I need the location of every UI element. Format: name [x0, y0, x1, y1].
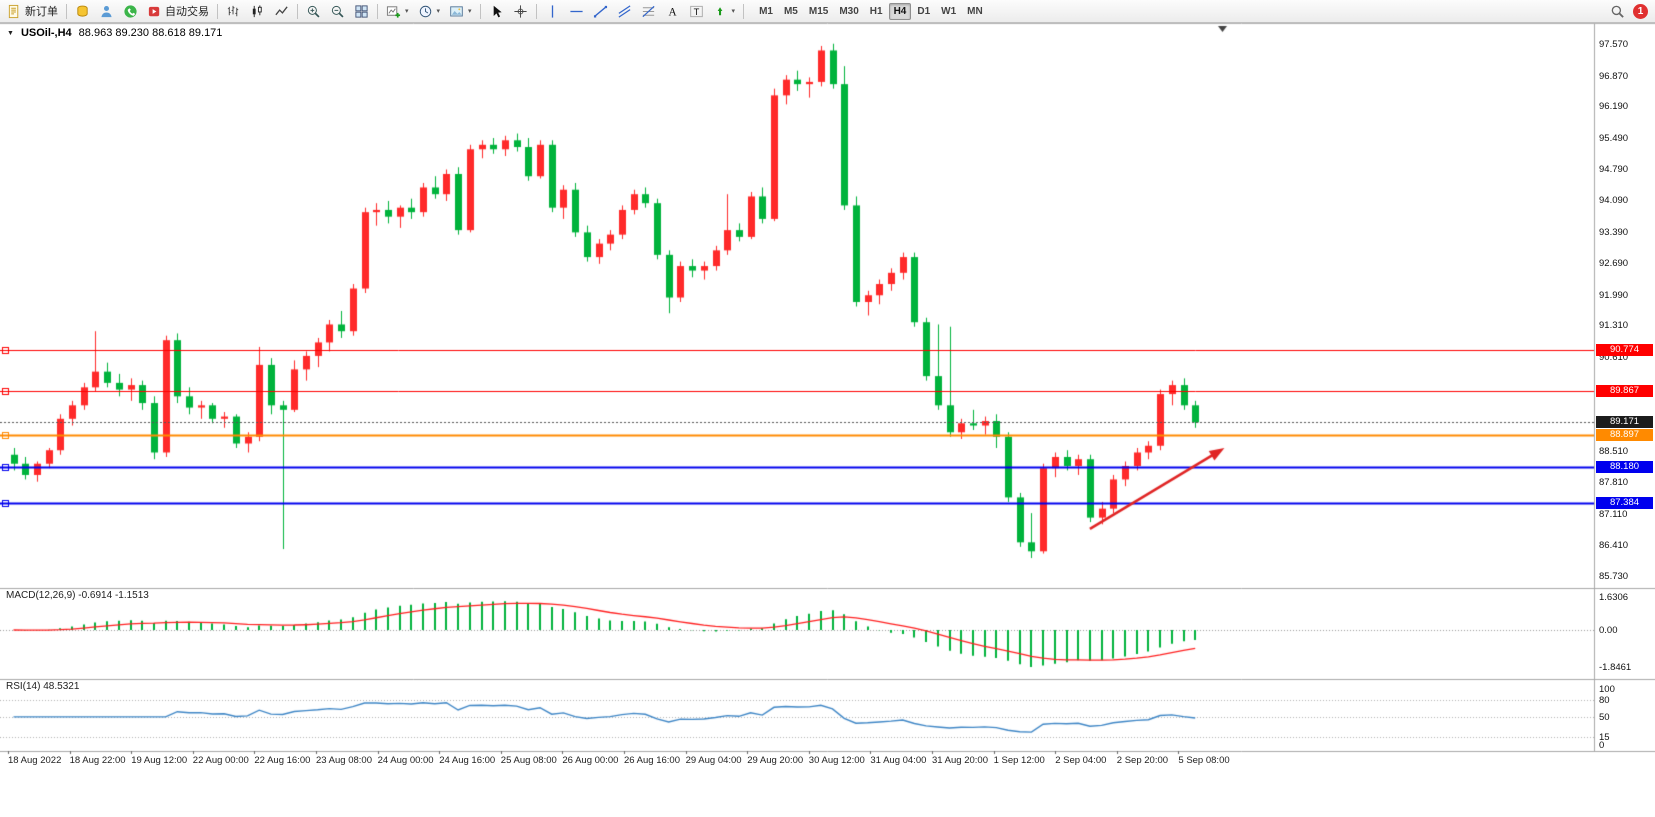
chevron-down-icon: ▾ [731, 8, 736, 15]
toolbar-separator [743, 3, 745, 19]
new-order-icon [8, 4, 19, 18]
text-button[interactable]: A [661, 2, 684, 21]
coins-button[interactable] [71, 2, 94, 21]
zoom-in-icon [307, 5, 320, 18]
timeframe-h1-button[interactable]: H1 [865, 3, 888, 20]
collapse-triangle-icon[interactable]: ▼ [7, 30, 14, 37]
template-button[interactable]: ▾ [445, 2, 476, 21]
timeframe-m15-button[interactable]: M15 [804, 3, 833, 20]
new-order-label: 新订单 [25, 6, 58, 18]
autotrading-button[interactable]: 自动交易 [143, 2, 213, 21]
macd-indicator-label: MACD(12,26,9) -0.6914 -1.1513 [6, 590, 149, 601]
autotrading-icon [148, 6, 160, 16]
candlestick-chart-icon [252, 4, 262, 17]
vertical-line-icon [551, 4, 553, 18]
fibonacci-retracement-icon [642, 5, 655, 17]
toolbar-separator [377, 3, 378, 19]
autotrading-label: 自动交易 [165, 6, 209, 18]
text-label-button[interactable]: T [685, 2, 708, 21]
cursor-icon [493, 5, 502, 17]
clock-icon [419, 5, 431, 17]
bar-chart-button[interactable] [222, 2, 245, 21]
timeframe-mn-button[interactable]: MN [962, 3, 988, 20]
timeframe-h4-button[interactable]: H4 [888, 2, 912, 20]
notification-badge[interactable]: 1 [1633, 3, 1648, 19]
horizontal-line-button[interactable] [565, 2, 588, 21]
crosshair-button[interactable] [509, 2, 532, 21]
text-a-icon: A [668, 6, 677, 18]
zoom-in-button[interactable] [302, 2, 325, 21]
line-chart-button[interactable] [270, 2, 293, 21]
phone-icon [124, 4, 137, 18]
timeframe-d1-button[interactable]: D1 [912, 3, 935, 20]
user-icon [101, 5, 112, 17]
new-chart-icon [386, 5, 401, 18]
chart-symbol-period: USOil-,H4 [20, 27, 72, 39]
arrows-icon [717, 6, 722, 15]
toolbar-separator [66, 3, 67, 19]
svg-text:T: T [693, 6, 699, 16]
timeframe-m5-button[interactable]: M5 [779, 3, 803, 20]
horizontal-line-icon [569, 10, 583, 12]
toolbar-separator [479, 3, 481, 19]
line-chart-icon [275, 5, 288, 15]
svg-text:A: A [668, 6, 677, 18]
chart-header: ▼ USOil-,H4 88.963 89.230 88.618 89.171 [7, 27, 222, 39]
toolbar-right-group: 1 [1606, 2, 1652, 21]
candlestick-chart-button[interactable] [246, 2, 269, 21]
text-label-t-icon: T [689, 5, 703, 17]
fibonacci-button[interactable] [637, 2, 660, 21]
crosshair-icon [513, 4, 527, 18]
toolbar: 新订单 自动交易 ▾ ▾ ▾ [0, 0, 1655, 23]
channel-button[interactable] [613, 2, 636, 21]
chevron-down-icon: ▾ [405, 8, 409, 15]
timeframe-m1-button[interactable]: M1 [754, 3, 778, 20]
contact-button[interactable] [119, 2, 142, 21]
rsi-indicator-label: RSI(14) 48.5321 [6, 681, 80, 692]
profile-button[interactable] [95, 2, 118, 21]
equidistant-channel-icon [618, 4, 631, 18]
gold-coins-icon [77, 5, 88, 17]
tile-windows-icon [355, 4, 368, 18]
search-button[interactable] [1606, 2, 1629, 21]
chevron-down-icon: ▾ [436, 8, 441, 15]
timeframe-group: M1 M5 M15 M30 H1 H4 D1 W1 MN [754, 2, 988, 20]
new-chart-button[interactable]: ▾ [382, 2, 413, 21]
toolbar-separator [217, 3, 218, 19]
toolbar-separator [297, 3, 298, 19]
arrows-button[interactable]: ▾ [709, 2, 740, 21]
timeframe-m30-button[interactable]: M30 [834, 3, 863, 20]
period-button[interactable]: ▾ [414, 2, 445, 21]
toolbar-separator [535, 3, 537, 19]
zoom-out-icon [331, 5, 344, 18]
search-icon [1611, 5, 1624, 18]
bar-chart-icon [227, 5, 239, 16]
chart-ohlc-values: 88.963 89.230 88.618 89.171 [78, 27, 223, 39]
trendline-icon [593, 5, 607, 17]
trendline-button[interactable] [589, 2, 612, 21]
timeframe-w1-button[interactable]: W1 [936, 3, 961, 20]
tile-windows-button[interactable] [350, 2, 373, 21]
chevron-down-icon: ▾ [468, 8, 472, 15]
cursor-button[interactable] [485, 2, 508, 21]
new-order-button[interactable]: 新订单 [3, 2, 62, 21]
vertical-line-button[interactable] [541, 2, 564, 21]
template-image-icon [450, 5, 463, 16]
zoom-out-button[interactable] [326, 2, 349, 21]
